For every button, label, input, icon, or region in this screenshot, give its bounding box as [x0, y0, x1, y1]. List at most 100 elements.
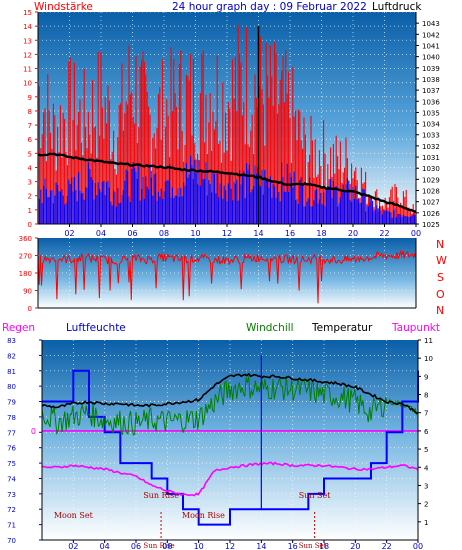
compass-w: W — [436, 254, 447, 267]
astro-annotation: Sun Set — [299, 491, 332, 500]
wind-left-tick-label: 13 — [23, 37, 32, 45]
climate-x-tick-label: 10 — [194, 542, 204, 550]
wind-left-tick-label: 9 — [28, 94, 32, 102]
pressure-tick-label: 1035 — [422, 109, 440, 117]
wind-x-tick-label: 04 — [96, 229, 106, 238]
temperature-tick-label: 5 — [424, 446, 428, 454]
wind-panel-axes: 0123456789101112131415102510261027102810… — [23, 9, 440, 238]
temperature-tick-label: 1 — [424, 519, 428, 527]
pressure-tick-label: 1034 — [422, 121, 440, 129]
humidity-tick-label: 76 — [7, 445, 16, 453]
pressure-tick-label: 1025 — [422, 221, 440, 229]
climate-x-tick-label: 22 — [382, 542, 392, 550]
temperature-tick-label: 10 — [424, 355, 433, 363]
rain-zero-label: 0 — [31, 427, 36, 436]
wind-x-tick-label: 10 — [190, 229, 200, 238]
wind-left-tick-label: 5 — [28, 150, 32, 158]
header-title: 24 hour graph day : 09 Februar 2022 — [172, 1, 367, 13]
temperature-tick-label: 4 — [424, 464, 429, 472]
humidity-tick-label: 70 — [7, 537, 16, 545]
pressure-tick-label: 1029 — [422, 176, 440, 184]
pressure-tick-label: 1042 — [422, 31, 440, 39]
wind-x-tick-label: 18 — [316, 229, 326, 238]
direction-tick-label: 180 — [19, 270, 32, 278]
sun-event-axis-label: Sun Rise — [143, 542, 174, 550]
header-left-label: Windstärke — [34, 1, 93, 13]
pressure-tick-label: 1036 — [422, 98, 440, 106]
humidity-tick-label: 73 — [7, 491, 16, 499]
wind-x-tick-label: 12 — [222, 229, 232, 238]
wind-left-tick-label: 4 — [28, 164, 33, 172]
pressure-line — [37, 152, 417, 213]
wind-left-tick-label: 11 — [23, 66, 32, 74]
pressure-tick-label: 1043 — [422, 20, 440, 28]
pressure-tick-label: 1030 — [422, 165, 440, 173]
pressure-tick-label: 1028 — [422, 188, 440, 196]
humidity-tick-label: 81 — [7, 368, 16, 376]
direction-tick-label: 360 — [19, 235, 32, 243]
temperature-tick-label: 2 — [424, 501, 428, 509]
wind-left-tick-label: 10 — [23, 80, 32, 88]
legend-taupunkt: Taupunkt — [391, 322, 440, 334]
astro-annotation: Sun Rise — [143, 491, 179, 500]
dewpoint-line — [41, 461, 419, 497]
wind-x-tick-label: 00 — [411, 229, 421, 238]
wind-left-tick-label: 8 — [28, 108, 32, 116]
humidity-tick-label: 80 — [7, 383, 16, 391]
compass-n-bottom: N — [436, 304, 444, 317]
direction-panel-background — [38, 238, 416, 308]
compass-o: O — [436, 288, 445, 301]
wind-x-tick-label: 20 — [348, 229, 358, 238]
pressure-tick-label: 1040 — [422, 54, 440, 62]
wind-x-tick-label: 14 — [253, 229, 263, 238]
legend-regen: Regen — [2, 322, 35, 334]
climate-x-tick-label: 12 — [225, 542, 235, 550]
pressure-tick-label: 1038 — [422, 76, 440, 84]
pressure-tick-label: 1031 — [422, 154, 440, 162]
wind-x-tick-label: 22 — [379, 229, 389, 238]
climate-x-tick-label: 06 — [131, 542, 141, 550]
climate-x-tick-label: 20 — [350, 542, 360, 550]
wind-pressure-marks — [37, 25, 417, 224]
temperature-tick-label: 9 — [424, 373, 428, 381]
pressure-tick-label: 1026 — [422, 210, 440, 218]
wind-left-tick-label: 14 — [23, 23, 32, 31]
humidity-tick-label: 75 — [7, 460, 16, 468]
climate-marks: Moon Set Sun Rise Moon Rise Sun Set Sun Rise… — [41, 355, 419, 550]
climate-x-tick-label: 16 — [288, 542, 298, 550]
wind-left-tick-label: 6 — [28, 136, 33, 144]
wind-x-tick-label: 06 — [127, 229, 137, 238]
temperature-tick-label: 8 — [424, 392, 428, 400]
header-right-label: Luftdruck — [372, 1, 422, 13]
temperature-tick-label: 11 — [424, 337, 433, 345]
wind-left-tick-label: 0 — [28, 221, 32, 229]
pressure-tick-label: 1039 — [422, 65, 440, 73]
astro-annotation: Moon Set — [54, 511, 94, 520]
legend-luftfeuchte: Luftfeuchte — [66, 322, 126, 334]
direction-line — [37, 249, 417, 304]
climate-panel-axes: 7071727374757677787980818283123456789101… — [7, 337, 433, 550]
humidity-tick-label: 72 — [7, 506, 16, 514]
climate-x-tick-label: 08 — [162, 542, 172, 550]
temperature-tick-label: 3 — [424, 482, 428, 490]
humidity-tick-label: 79 — [7, 399, 16, 407]
pressure-tick-label: 1032 — [422, 143, 440, 151]
wind-x-tick-label: 02 — [64, 229, 74, 238]
humidity-tick-label: 74 — [7, 475, 16, 483]
wind-x-tick-label: 08 — [159, 229, 169, 238]
compass-n-top: N — [436, 238, 444, 251]
climate-x-tick-label: 00 — [413, 542, 423, 550]
pressure-tick-label: 1027 — [422, 199, 440, 207]
wind-left-tick-label: 7 — [28, 122, 32, 130]
temperature-tick-label: 7 — [424, 410, 428, 418]
direction-tick-label: 90 — [23, 288, 32, 296]
temperature-line — [41, 372, 419, 415]
wind-left-tick-label: 15 — [23, 9, 32, 17]
climate-x-tick-label: 18 — [319, 542, 329, 550]
windchill-line — [41, 375, 419, 436]
climate-x-tick-label: 04 — [100, 542, 110, 550]
wind-x-tick-label: 16 — [285, 229, 295, 238]
wind-left-tick-label: 1 — [28, 207, 32, 215]
sun-event-axis-label: Sun Set — [299, 542, 327, 550]
